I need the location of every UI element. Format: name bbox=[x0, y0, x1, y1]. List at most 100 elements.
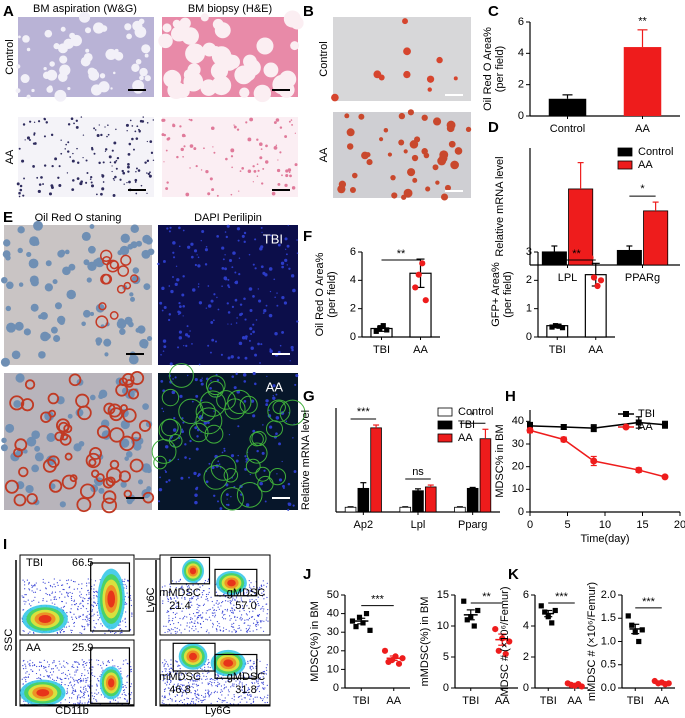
texture bbox=[166, 596, 168, 598]
point bbox=[636, 638, 642, 645]
texture bbox=[223, 684, 225, 686]
texture bbox=[59, 64, 71, 76]
texture bbox=[168, 479, 171, 482]
texture bbox=[13, 447, 23, 458]
texture bbox=[119, 438, 130, 448]
texture bbox=[74, 690, 77, 692]
texture bbox=[197, 678, 200, 680]
texture bbox=[186, 374, 189, 377]
texture bbox=[214, 690, 216, 692]
texture bbox=[129, 595, 132, 597]
texture bbox=[207, 682, 209, 684]
texture bbox=[271, 191, 276, 196]
texture bbox=[214, 616, 216, 618]
texture bbox=[22, 667, 25, 670]
y-axis-label: Oil Red O Area% bbox=[482, 27, 494, 111]
texture bbox=[169, 623, 171, 626]
texture bbox=[241, 682, 243, 684]
texture bbox=[125, 450, 133, 458]
texture bbox=[140, 184, 143, 187]
texture bbox=[209, 678, 211, 680]
texture bbox=[66, 611, 68, 614]
texture bbox=[59, 501, 66, 508]
texture bbox=[21, 678, 23, 680]
texture bbox=[93, 584, 95, 586]
texture bbox=[179, 587, 181, 590]
texture bbox=[84, 685, 86, 687]
texture bbox=[282, 486, 285, 490]
texture bbox=[25, 681, 27, 683]
texture bbox=[68, 373, 82, 387]
texture bbox=[124, 596, 126, 598]
texture bbox=[114, 48, 119, 53]
texture bbox=[257, 624, 259, 626]
texture bbox=[125, 611, 127, 613]
texture bbox=[201, 377, 203, 379]
texture bbox=[180, 674, 182, 676]
texture bbox=[116, 156, 120, 160]
texture bbox=[196, 680, 198, 682]
texture bbox=[26, 493, 38, 505]
texture bbox=[211, 188, 215, 192]
texture bbox=[75, 661, 77, 663]
texture bbox=[135, 327, 141, 333]
texture bbox=[245, 503, 250, 507]
texture bbox=[45, 587, 47, 589]
texture bbox=[276, 168, 281, 173]
texture bbox=[230, 155, 234, 158]
panel-label: H bbox=[505, 388, 516, 405]
texture bbox=[50, 668, 53, 670]
texture bbox=[85, 680, 87, 682]
annotation: ns bbox=[412, 466, 424, 478]
texture bbox=[184, 679, 186, 681]
y-tick-label: 0.5 bbox=[601, 659, 616, 671]
texture bbox=[88, 617, 90, 619]
texture bbox=[181, 692, 184, 694]
texture bbox=[189, 613, 191, 615]
texture bbox=[225, 686, 227, 688]
texture bbox=[71, 159, 75, 163]
texture bbox=[252, 263, 255, 266]
texture bbox=[75, 669, 77, 671]
col-title: BM biopsy (H&E) bbox=[188, 3, 272, 15]
texture bbox=[276, 304, 279, 307]
texture bbox=[168, 230, 171, 233]
texture bbox=[101, 625, 104, 627]
texture bbox=[57, 315, 66, 325]
y-tick-label: 4 bbox=[518, 47, 524, 59]
texture bbox=[168, 617, 170, 619]
texture bbox=[162, 662, 164, 664]
texture bbox=[195, 164, 198, 168]
texture bbox=[205, 612, 207, 614]
texture bbox=[236, 128, 240, 131]
texture bbox=[147, 172, 151, 176]
panel-label: J bbox=[303, 566, 311, 583]
texture bbox=[402, 18, 408, 25]
texture bbox=[101, 187, 105, 191]
texture bbox=[263, 62, 279, 78]
texture bbox=[197, 584, 199, 586]
texture bbox=[238, 273, 241, 276]
texture bbox=[273, 146, 278, 150]
texture bbox=[291, 186, 296, 190]
texture bbox=[138, 130, 141, 133]
texture bbox=[349, 187, 356, 194]
texture bbox=[76, 177, 80, 180]
texture bbox=[175, 265, 178, 267]
texture bbox=[181, 133, 186, 138]
texture bbox=[198, 674, 200, 676]
texture bbox=[167, 610, 169, 612]
texture bbox=[207, 344, 210, 347]
texture bbox=[182, 275, 185, 278]
texture bbox=[127, 596, 130, 598]
texture bbox=[212, 624, 214, 626]
texture bbox=[272, 396, 276, 400]
texture bbox=[200, 667, 202, 669]
texture bbox=[201, 682, 203, 684]
texture bbox=[281, 174, 283, 177]
point bbox=[373, 328, 379, 334]
texture bbox=[331, 93, 339, 102]
texture bbox=[63, 630, 65, 633]
texture bbox=[59, 663, 61, 665]
y-tick-label: 5 bbox=[443, 651, 449, 663]
